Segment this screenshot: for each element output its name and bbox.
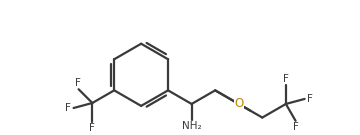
Text: F: F <box>307 94 312 104</box>
Text: F: F <box>293 122 298 132</box>
Text: F: F <box>283 74 289 84</box>
Text: O: O <box>234 97 243 110</box>
Text: NH₂: NH₂ <box>182 122 202 131</box>
Text: F: F <box>75 78 81 88</box>
Text: F: F <box>89 123 95 133</box>
Text: F: F <box>65 103 71 113</box>
